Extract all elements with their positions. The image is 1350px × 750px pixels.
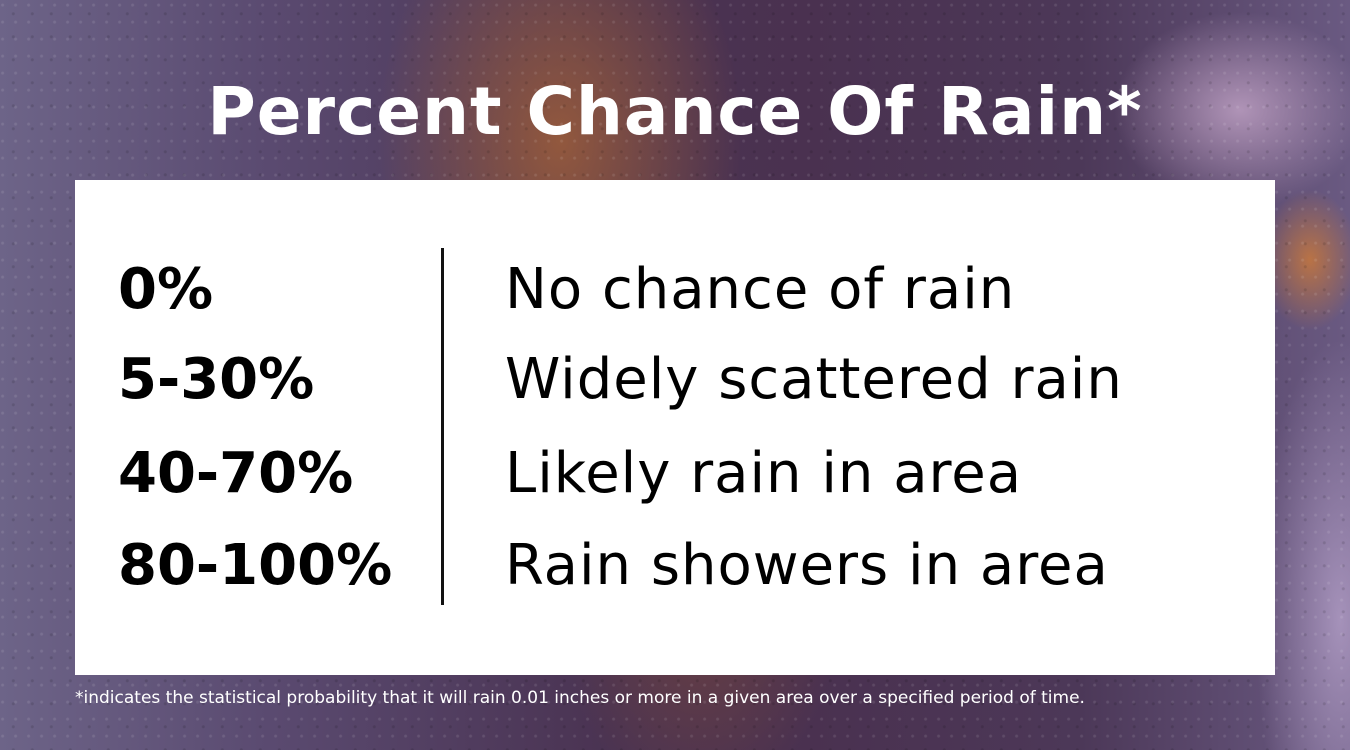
table-row: 0% No chance of rain	[0, 244, 1350, 336]
rain-description: Likely rain in area	[505, 441, 1023, 506]
page-title: Percent Chance Of Rain*	[207, 73, 1143, 150]
percent-range: 80-100%	[118, 533, 393, 598]
table-row: 40-70% Likely rain in area	[0, 428, 1350, 520]
rain-chance-card	[75, 180, 1275, 675]
percent-range: 0%	[118, 257, 214, 322]
percent-range: 5-30%	[118, 347, 315, 412]
rain-description: No chance of rain	[505, 257, 1016, 322]
footnote: *indicates the statistical probability t…	[75, 688, 1085, 708]
rain-description: Rain showers in area	[505, 533, 1109, 598]
rain-description: Widely scattered rain	[505, 347, 1123, 412]
column-divider	[441, 248, 444, 605]
table-row: 80-100% Rain showers in area	[0, 520, 1350, 612]
percent-range: 40-70%	[118, 441, 354, 506]
table-row: 5-30% Widely scattered rain	[0, 334, 1350, 426]
